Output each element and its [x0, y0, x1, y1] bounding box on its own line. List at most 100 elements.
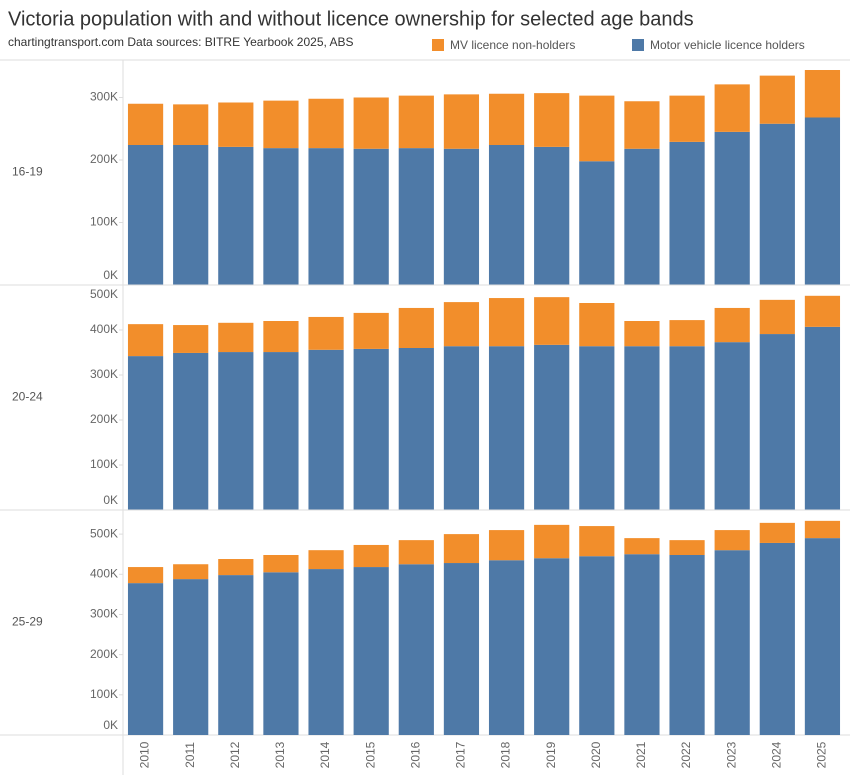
- y-tick-label: 200K: [90, 152, 118, 166]
- y-tick-label: 300K: [90, 90, 118, 104]
- bar-segment: [308, 316, 344, 350]
- bar-segment: [579, 556, 615, 735]
- y-tick-label: 0K: [103, 268, 118, 282]
- y-tick-label: 300K: [90, 607, 118, 621]
- chart-subtitle: chartingtransport.com Data sources: BITR…: [8, 35, 354, 49]
- bar-segment: [624, 538, 660, 555]
- row-label: 20-24: [12, 390, 43, 404]
- bar-segment: [443, 94, 480, 149]
- bar-segment: [443, 563, 480, 735]
- bar-segment: [353, 148, 389, 285]
- row-label: 25-29: [12, 615, 43, 629]
- bar-segment: [263, 572, 299, 735]
- bar-segment: [127, 583, 164, 735]
- legend-label: Motor vehicle licence holders: [650, 38, 805, 52]
- bar-segment: [488, 298, 525, 347]
- bar-segment: [488, 560, 525, 735]
- bar-segment: [804, 520, 841, 539]
- bar-segment: [714, 307, 750, 343]
- bar-segment: [669, 141, 705, 285]
- bar-segment: [759, 299, 795, 335]
- x-tick-label: 2022: [679, 741, 693, 768]
- y-tick-label: 400K: [90, 566, 118, 580]
- x-tick-label: 2017: [454, 741, 468, 768]
- bar-segment: [127, 145, 164, 285]
- bar-segment: [534, 93, 570, 147]
- x-tick-label: 2013: [273, 741, 287, 768]
- x-tick-label: 2025: [815, 741, 829, 768]
- bar-segment: [173, 325, 209, 353]
- bar-segment: [669, 95, 705, 142]
- bar-segment: [759, 522, 795, 543]
- bar-segment: [714, 530, 750, 551]
- legend-swatch: [632, 39, 644, 51]
- bar-segment: [669, 540, 705, 555]
- bar-segment: [443, 302, 480, 347]
- bar-segment: [398, 564, 434, 735]
- bar-segment: [534, 297, 570, 345]
- bar-segment: [173, 564, 209, 580]
- bar-segment: [263, 352, 299, 510]
- bar-segment: [534, 146, 570, 285]
- bar-segment: [443, 534, 480, 564]
- x-tick-label: 2021: [634, 741, 648, 768]
- bar-segment: [759, 123, 795, 285]
- bar-segment: [579, 95, 615, 162]
- bar-segment: [804, 538, 841, 735]
- bar-segment: [534, 558, 570, 735]
- y-tick-label: 0K: [103, 718, 118, 732]
- bar-segment: [263, 555, 299, 573]
- x-tick-label: 2018: [499, 741, 513, 768]
- bar-segment: [218, 575, 254, 735]
- bar-segment: [488, 530, 525, 561]
- x-tick-label: 2012: [228, 741, 242, 768]
- bar-segment: [488, 93, 525, 145]
- x-tick-label: 2010: [138, 741, 152, 768]
- x-tick-label: 2016: [408, 741, 422, 768]
- bar-segment: [127, 567, 164, 584]
- bar-segment: [579, 346, 615, 510]
- row-label: 16-19: [12, 165, 43, 179]
- bar-segment: [353, 97, 389, 149]
- bar-segment: [398, 307, 434, 348]
- bar-segment: [579, 161, 615, 285]
- bar-segment: [398, 95, 434, 149]
- x-tick-label: 2024: [769, 741, 783, 768]
- bar-segment: [804, 70, 841, 118]
- x-tick-label: 2023: [724, 741, 738, 768]
- bar-segment: [398, 148, 434, 285]
- y-tick-label: 100K: [90, 215, 118, 229]
- bar-segment: [804, 117, 841, 285]
- legend-swatch: [432, 39, 444, 51]
- bar-segment: [624, 321, 660, 347]
- bar-segment: [624, 554, 660, 735]
- bar-segment: [534, 524, 570, 559]
- bar-segment: [759, 334, 795, 510]
- bar-segment: [263, 148, 299, 285]
- bar-segment: [308, 98, 344, 149]
- bar-segment: [714, 131, 750, 285]
- chart-title: Victoria population with and without lic…: [8, 8, 694, 30]
- x-tick-label: 2011: [183, 742, 197, 768]
- bar-segment: [353, 312, 389, 349]
- bar-segment: [398, 348, 434, 510]
- bar-segment: [579, 303, 615, 347]
- bar-segment: [353, 544, 389, 568]
- bar-segment: [488, 346, 525, 510]
- y-tick-label: 100K: [90, 457, 118, 471]
- bar-segment: [624, 346, 660, 510]
- bar-segment: [714, 84, 750, 132]
- bar-segment: [127, 356, 164, 510]
- x-tick-label: 2014: [318, 741, 332, 768]
- bar-segment: [127, 324, 164, 357]
- bar-segment: [669, 346, 705, 510]
- bar-segment: [488, 145, 525, 285]
- bar-segment: [624, 148, 660, 285]
- x-tick-label: 2015: [363, 741, 377, 768]
- bar-segment: [308, 569, 344, 735]
- bar-segment: [714, 550, 750, 735]
- y-tick-label: 200K: [90, 412, 118, 426]
- bar-segment: [443, 346, 480, 510]
- bar-segment: [218, 559, 254, 576]
